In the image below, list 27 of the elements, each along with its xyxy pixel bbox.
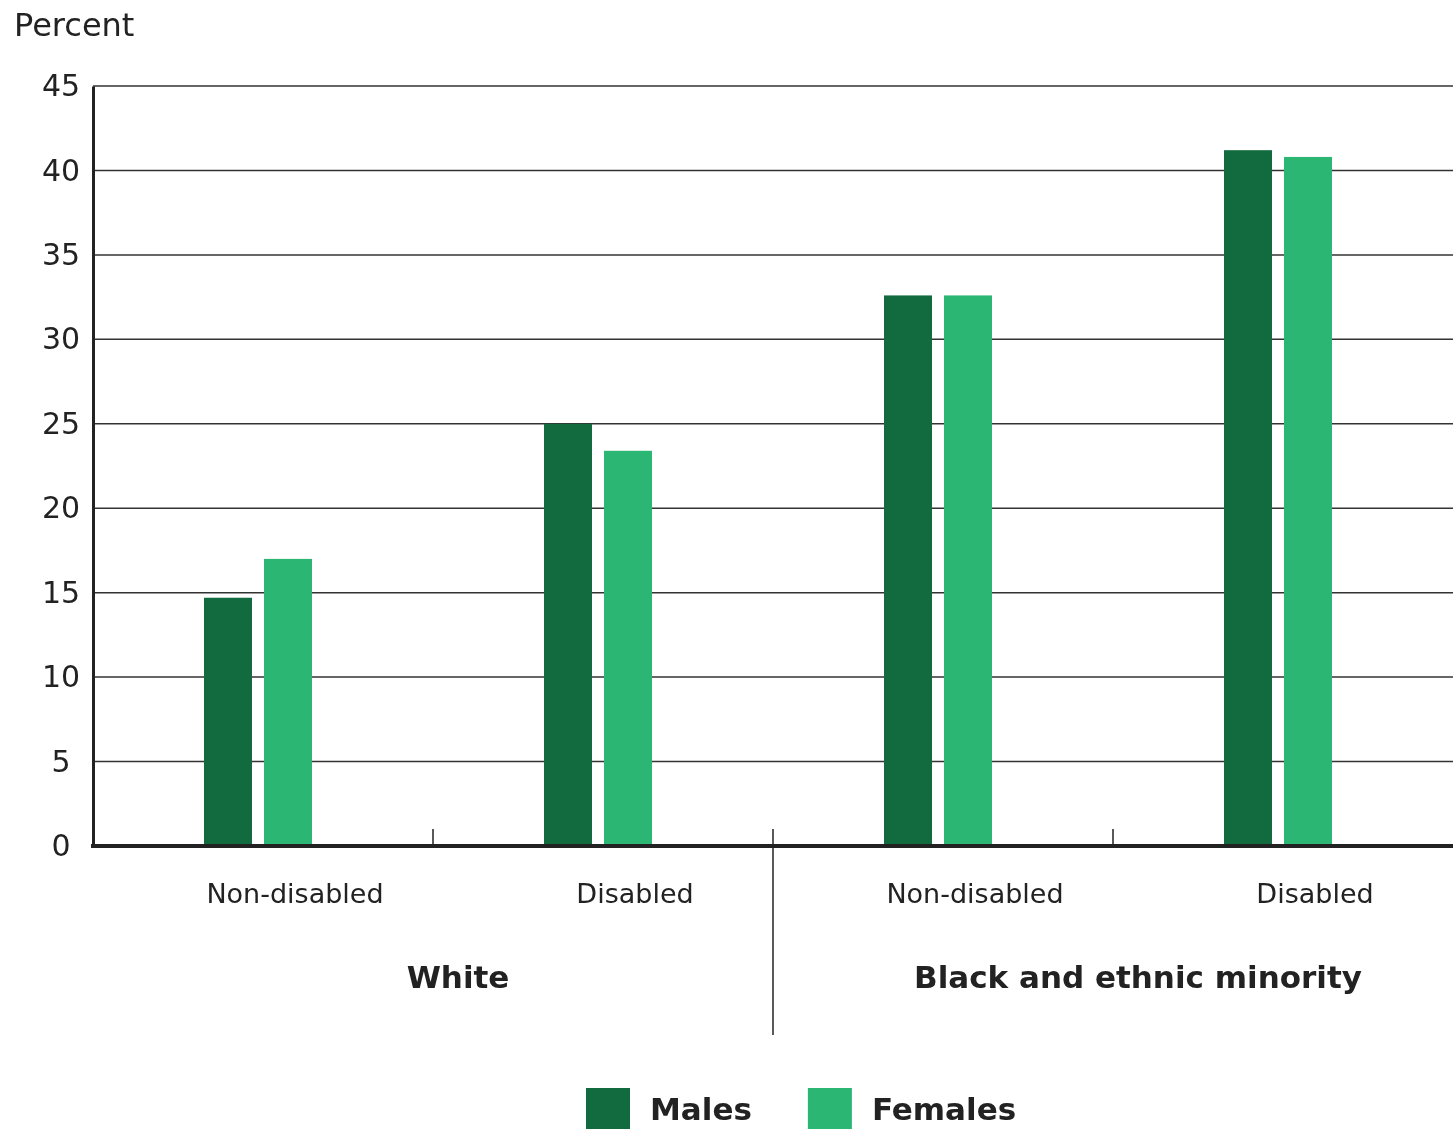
y-tick-label: 30 [41, 321, 81, 357]
bar [884, 295, 932, 846]
y-tick-label: 5 [51, 743, 71, 779]
bar [1284, 156, 1332, 846]
bar [1224, 150, 1272, 846]
y-tick-label: 10 [41, 659, 81, 695]
y-tick-label: 15 [41, 574, 81, 610]
x-tick-label: Non-disabled [886, 878, 1064, 909]
y-tick-label: 45 [41, 68, 81, 104]
x-tick-label: Disabled [576, 878, 694, 909]
text: White [406, 959, 510, 995]
x-tick-label: Non-disabled [206, 878, 384, 909]
bar [944, 295, 992, 846]
y-tick-label: 0 [51, 828, 71, 864]
y-axis-title: Percent [14, 6, 135, 44]
legend-label: Males [650, 1091, 752, 1127]
y-tick-label: 25 [41, 405, 81, 441]
bar [544, 423, 592, 846]
bar [604, 450, 652, 846]
text: Black and ethnic minority [914, 959, 1362, 995]
x-tick-label: Disabled [1256, 878, 1374, 909]
y-tick-label: 35 [41, 236, 81, 272]
bar [204, 597, 252, 846]
bar [264, 558, 312, 846]
y-tick-label: 40 [41, 152, 81, 188]
legend-label: Females [871, 1091, 1017, 1127]
y-tick-label: 20 [41, 490, 81, 526]
